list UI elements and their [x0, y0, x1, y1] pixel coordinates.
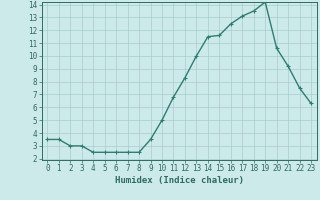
X-axis label: Humidex (Indice chaleur): Humidex (Indice chaleur): [115, 176, 244, 185]
